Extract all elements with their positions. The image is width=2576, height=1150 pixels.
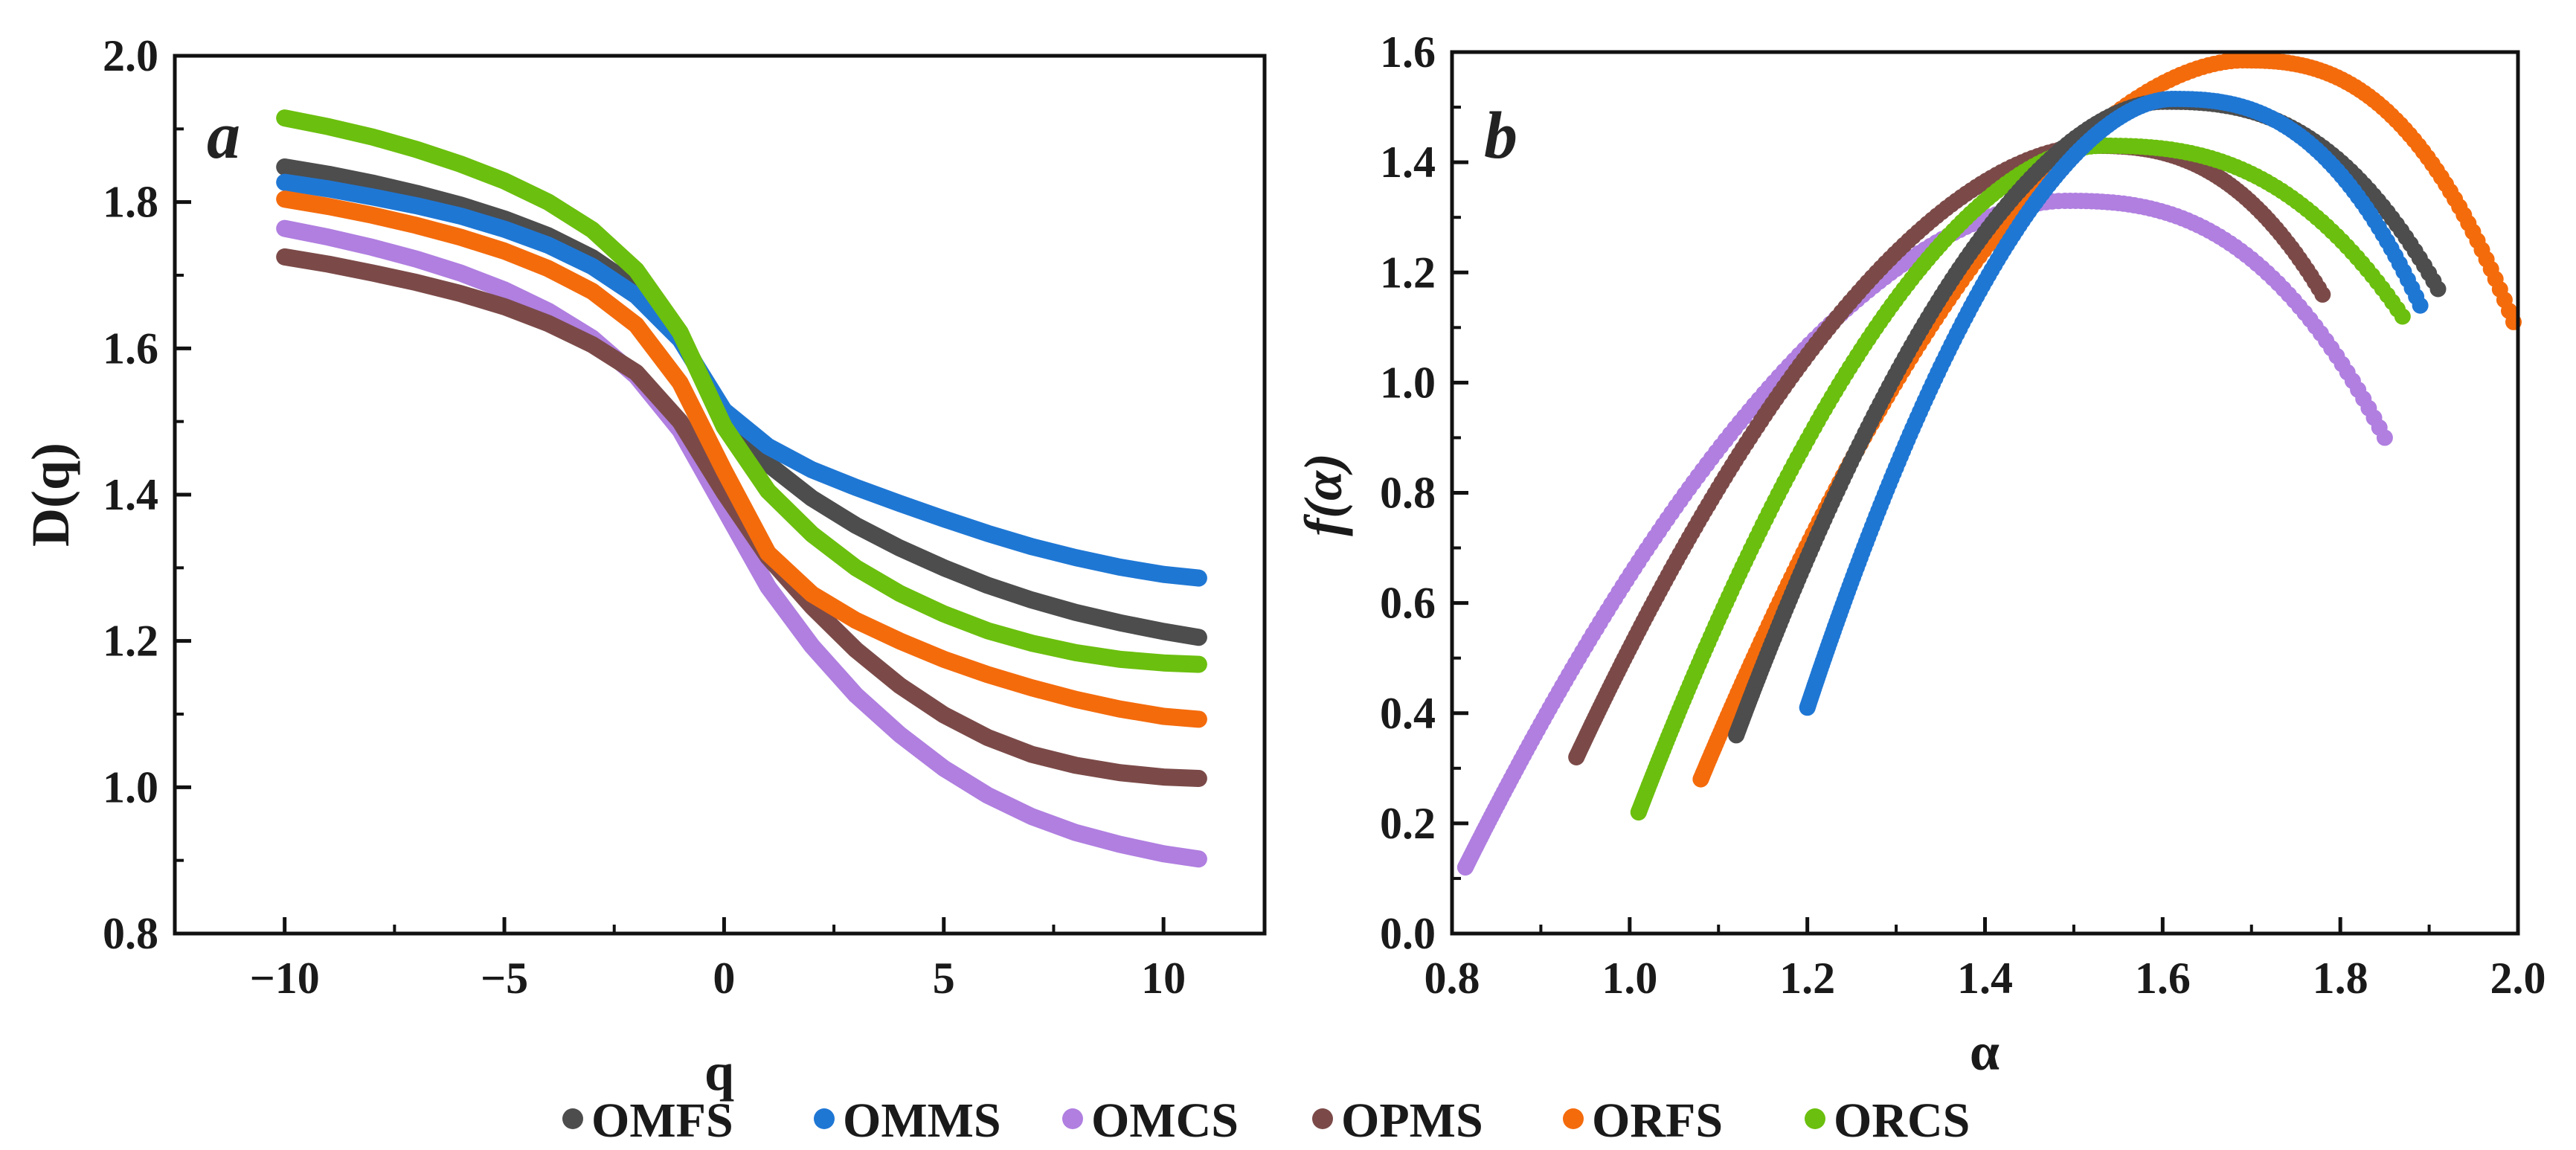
- panel-a-ticks: −10 −5 0 5 10 0.8 1.0 1.2 1.4 1.6 1.8 2.0: [103, 31, 1186, 1003]
- legend-item-orfs: ORFS: [1563, 1093, 1723, 1148]
- panel-a-y-tick-label: 0.8: [103, 909, 158, 958]
- panel-b-x-tick-label: 1.4: [1957, 954, 2013, 1003]
- panel-a-y-tick-label: 1.6: [103, 324, 158, 373]
- panel-a-x-tick-label: −5: [481, 954, 528, 1003]
- panel-b-chart: 0.8 1.0 1.2 1.4 1.6 1.8 2.0 0.0 0.2 0.4 0.6 0.8 1.0 1…: [1294, 28, 2546, 1082]
- panel-a-y-tick-label: 1.2: [103, 617, 158, 666]
- legend-item-orcs: ORCS: [1805, 1093, 1970, 1148]
- panel-b-x-tick-label: 2.0: [2490, 954, 2546, 1003]
- panel-b-ticks: 0.8 1.0 1.2 1.4 1.6 1.8 2.0 0.0 0.2 0.4 0.6 0.8 1.0 1…: [1380, 28, 2546, 1003]
- legend-marker: [1062, 1108, 1083, 1129]
- legend-marker: [814, 1108, 835, 1129]
- legend-marker: [562, 1108, 583, 1129]
- legend-label: OMFS: [591, 1093, 733, 1148]
- legend-marker: [1563, 1108, 1584, 1129]
- panel-b-y-tick-label: 1.6: [1380, 28, 1436, 77]
- panel-b-y-tick-label: 0.4: [1380, 689, 1436, 738]
- panel-b-x-tick-label: 1.0: [1602, 954, 1657, 1003]
- series-omfs-line: [276, 158, 1207, 646]
- panel-a-y-tick-label: 1.4: [103, 470, 158, 519]
- panel-a-x-tick-label: −10: [250, 954, 320, 1003]
- legend-item-omcs: OMCS: [1062, 1093, 1239, 1148]
- data-point: [2376, 429, 2393, 446]
- legend-label: ORCS: [1834, 1093, 1970, 1148]
- panel-a-x-tick-label: 0: [713, 954, 735, 1003]
- panel-b-x-tick-label: 1.8: [2313, 954, 2368, 1003]
- panel-a-x-axis-title: q: [704, 1042, 734, 1102]
- legend-marker: [1312, 1108, 1333, 1129]
- series-omcs-line: [276, 219, 1207, 868]
- legend-item-omms: OMMS: [814, 1093, 1001, 1148]
- data-point: [2412, 297, 2429, 314]
- panel-b-y-tick-label: 1.2: [1380, 248, 1436, 297]
- legend-item-omfs: OMFS: [562, 1093, 733, 1148]
- panel-a-y-tick-label: 1.8: [103, 178, 158, 227]
- series-orcs-line: [276, 109, 1207, 673]
- panel-a-y-axis-title: D(q): [21, 443, 80, 547]
- series-orfs-line: [276, 190, 1207, 728]
- panel-b-series-group: [1456, 52, 2522, 876]
- panel-b-y-tick-label: 0.2: [1380, 799, 1436, 848]
- data-point: [2394, 308, 2411, 325]
- panel-a-label: a: [207, 99, 240, 173]
- panel-a-y-tick-label: 1.0: [103, 762, 158, 812]
- panel-a-x-tick-label: 5: [933, 954, 955, 1003]
- panel-b-y-tick-label: 0.8: [1380, 469, 1436, 518]
- panel-a-y-tick-label: 2.0: [103, 31, 158, 80]
- legend-label: ORFS: [1592, 1093, 1723, 1148]
- panel-b-label: b: [1484, 99, 1517, 173]
- panel-b-y-tick-label: 1.4: [1380, 138, 1436, 187]
- legend-label: OPMS: [1341, 1093, 1483, 1148]
- series-omms-points: [1799, 91, 2429, 716]
- panel-b-y-tick-label: 0.6: [1380, 579, 1436, 628]
- legend-label: OMMS: [843, 1093, 1001, 1148]
- panel-b-x-tick-label: 0.8: [1424, 954, 1480, 1003]
- series-omcs-points: [1456, 193, 2393, 876]
- legend-item-opms: OPMS: [1312, 1093, 1483, 1148]
- legend-marker: [1805, 1108, 1825, 1129]
- data-point: [2429, 280, 2447, 298]
- panel-b-x-tick-label: 1.2: [1779, 954, 1835, 1003]
- legend: OMFS OMMS OMCS OPMS ORFS ORCS: [562, 1093, 1970, 1148]
- panel-b-y-axis-title: f(α): [1294, 453, 1353, 536]
- panel-b-x-axis-title: α: [1970, 1022, 2000, 1082]
- panel-a-chart: −10 −5 0 5 10 0.8 1.0 1.2 1.4 1.6 1.8 2.0 a q D(q): [21, 31, 1267, 1102]
- panel-a-series-group: [276, 109, 1207, 868]
- panel-b-y-axis-title-text: f(α): [1294, 453, 1353, 536]
- panel-b-x-tick-label: 1.6: [2135, 954, 2191, 1003]
- series-omms-line: [276, 173, 1207, 587]
- panel-a-x-tick-label: 10: [1141, 954, 1186, 1003]
- data-point: [2314, 286, 2331, 303]
- panel-b-y-tick-label: 1.0: [1380, 358, 1436, 407]
- panel-b-y-tick-label: 0.0: [1380, 909, 1436, 958]
- legend-label: OMCS: [1091, 1093, 1239, 1148]
